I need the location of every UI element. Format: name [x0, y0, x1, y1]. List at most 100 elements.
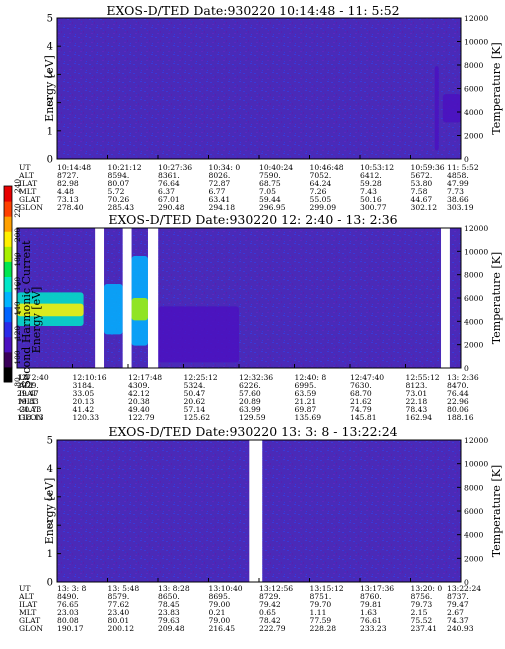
row-value: 237.41: [411, 624, 438, 633]
colorbar-segment: [4, 291, 12, 308]
spectrogram-area: [57, 18, 461, 159]
row-value: 23.83: [158, 608, 180, 617]
row-value: 302.12: [411, 203, 438, 212]
row-value: 33.05: [73, 389, 95, 398]
row-value: 6412.: [360, 171, 382, 180]
row-value: 12: 2:40: [17, 373, 49, 382]
row-value: 21.21: [295, 397, 317, 406]
row-value: -20.73: [17, 405, 41, 414]
row-value: 4309.: [128, 381, 150, 390]
y-tick-label: 1: [47, 549, 53, 560]
row-value: 82.98: [57, 179, 79, 188]
colorbar-segment: [4, 321, 12, 338]
row-value: 8751.: [310, 592, 332, 601]
colorbar-segment: [4, 306, 12, 323]
colorbar-tick-label: 100: [13, 350, 22, 365]
row-value: 63.59: [295, 389, 317, 398]
row-value: 20.13: [73, 397, 95, 406]
row-value: 77.62: [108, 600, 130, 609]
row-value: 1.63: [360, 608, 377, 617]
row-label-glat: GLAT: [19, 195, 40, 204]
row-value: 63.41: [209, 195, 231, 204]
row-value: 12:10:16: [73, 373, 107, 382]
row-value: 8594.: [108, 171, 130, 180]
y2-tick-label: 10000: [464, 460, 488, 469]
y2-axis-label: Temperature [K]: [490, 465, 503, 557]
row-value: 8756.: [411, 592, 433, 601]
colorbar-tick-label: 140: [13, 301, 22, 316]
row-value: 8361.: [158, 171, 180, 180]
y2-tick-label: 8000: [464, 61, 483, 70]
y2-tick-label: 2000: [464, 132, 483, 141]
row-value: 8695.: [209, 592, 231, 601]
y2-tick-label: 4000: [464, 317, 483, 326]
row-value: 10:14:48: [57, 163, 91, 172]
colorbar-label: Second Harmonic Current: [20, 240, 33, 388]
panel-title: EXOS-D/TED Date:930220 10:14:48 - 11: 5:…: [106, 3, 399, 18]
row-value: 7.58: [411, 187, 428, 196]
y-tick-label: 0: [47, 155, 53, 166]
row-label-glon: GLON: [19, 203, 43, 212]
row-value: 6995.: [295, 381, 317, 390]
y2-tick-label: 2000: [464, 554, 483, 563]
row-label-ut: UT: [19, 373, 30, 382]
colorbar-segment: [4, 216, 12, 232]
row-label-ilat: ILAT: [19, 600, 37, 609]
row-value: 72.87: [209, 179, 231, 188]
y2-tick-label: 6000: [464, 85, 483, 94]
y-tick-label: 2: [47, 98, 53, 109]
row-value: 8470.: [447, 381, 469, 390]
colorbar-segment: [4, 351, 12, 368]
row-value: 22.18: [406, 397, 428, 406]
row-value: 10:21:12: [108, 163, 142, 172]
row-value: 79.73: [411, 600, 433, 609]
row-label-mlt: MLT: [19, 187, 36, 196]
row-value: 303.19: [447, 203, 474, 212]
row-value: 228.28: [310, 624, 337, 633]
row-value: 10:40:24: [259, 163, 293, 172]
y-tick-label: 3: [47, 492, 53, 503]
y2-axis-label: Temperature [K]: [490, 42, 503, 134]
row-value: 80.08: [57, 616, 79, 625]
row-value: 290.48: [158, 203, 185, 212]
row-value: 20.62: [184, 397, 206, 406]
row-value: 6226.: [239, 381, 261, 390]
colorbar: 80 100 120 140 160 180 200 220 240 Second Harmoni…: [3, 179, 33, 388]
y-axis-label: Energy [eV]: [43, 55, 56, 122]
row-value: 8650.: [158, 592, 180, 601]
y2-tick-label: 10000: [464, 38, 488, 47]
row-value: 12:25:12: [184, 373, 218, 382]
row-label-ut: UT: [19, 584, 30, 593]
colorbar-segment: [4, 261, 12, 277]
row-value: 8737.: [447, 592, 469, 601]
row-value: 13:22:24: [447, 584, 481, 593]
row-value: 63.99: [239, 405, 261, 414]
row-label-glat: GLAT: [19, 405, 40, 414]
row-value: 8123.: [406, 381, 428, 390]
panel-title: EXOS-D/TED Date:930220 13: 3: 8 - 13:22:…: [108, 424, 397, 439]
y-axis-label: Energy [eV]: [30, 287, 43, 354]
y2-tick-label: 0: [464, 364, 469, 373]
row-value: 294.18: [209, 203, 236, 212]
row-value: 6.37: [158, 187, 175, 196]
y2-tick-label: 6000: [464, 294, 483, 303]
row-value: 222.79: [259, 624, 286, 633]
row-value: 3184.: [73, 381, 95, 390]
row-value: 12:17:48: [128, 373, 162, 382]
row-label-mlt: MLT: [19, 397, 36, 406]
row-value: 125.62: [184, 413, 211, 422]
row-value: 10:34: 0: [209, 163, 241, 172]
row-value: 13:15:12: [310, 584, 344, 593]
colorbar-segment: [4, 276, 12, 293]
row-value: 55.05: [310, 195, 332, 204]
row-value: 12:47:40: [350, 373, 384, 382]
signal-region: [442, 94, 461, 123]
y-tick-label: 5: [47, 14, 53, 25]
row-value: 10:53:12: [360, 163, 394, 172]
row-value: 77.59: [310, 616, 332, 625]
y-tick-label: 4: [47, 464, 53, 475]
row-value: 20.38: [128, 397, 150, 406]
row-value: 2.67: [447, 608, 464, 617]
row-label-alt: ALT: [18, 171, 34, 180]
colorbar-tick-label: 240: [13, 179, 22, 194]
